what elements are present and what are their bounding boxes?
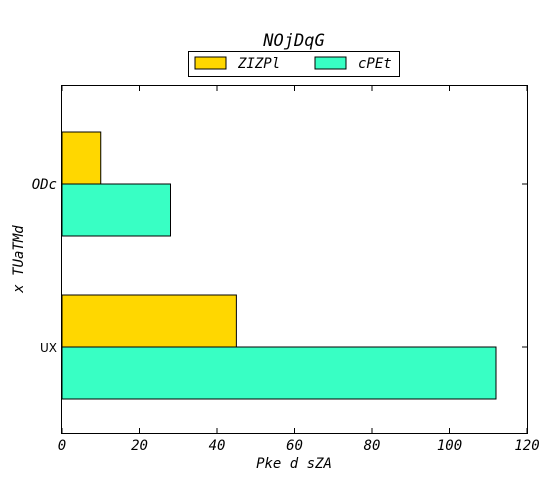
x-tick-label: 100 (437, 438, 462, 454)
chart-title: NOjDqG (262, 31, 324, 51)
y-axis-ticks: ODc UX (32, 177, 527, 355)
x-axis-ticks: 0 20 40 60 80 100 120 (58, 86, 540, 454)
bar-ZIZPl-ODc (61, 131, 102, 185)
bar-ZIZPl-UX (61, 294, 237, 348)
x-tick-label: 0 (58, 438, 66, 454)
plot-frame (61, 85, 528, 434)
legend-label: ZIZPl (237, 56, 280, 72)
x-axis-label: Pke d sZA (256, 456, 332, 472)
legend-swatch (194, 56, 227, 70)
legend-swatch (314, 56, 347, 70)
y-axis-label: x TUaTMd (11, 225, 27, 294)
x-tick-label: 60 (286, 438, 303, 454)
y-tick-label: UX (40, 341, 57, 355)
bar-cPEt-UX (61, 346, 497, 400)
x-tick-label: 20 (131, 438, 148, 454)
bar-cPEt-ODc (61, 183, 171, 237)
legend-label: cPEt (358, 56, 392, 72)
y-tick-label: ODc (32, 177, 57, 193)
bars (61, 131, 497, 400)
x-tick-label: 40 (209, 438, 226, 454)
legend: ZIZPl cPEt (188, 51, 400, 77)
x-tick-label: 80 (364, 438, 381, 454)
x-tick-label: 120 (514, 438, 539, 454)
